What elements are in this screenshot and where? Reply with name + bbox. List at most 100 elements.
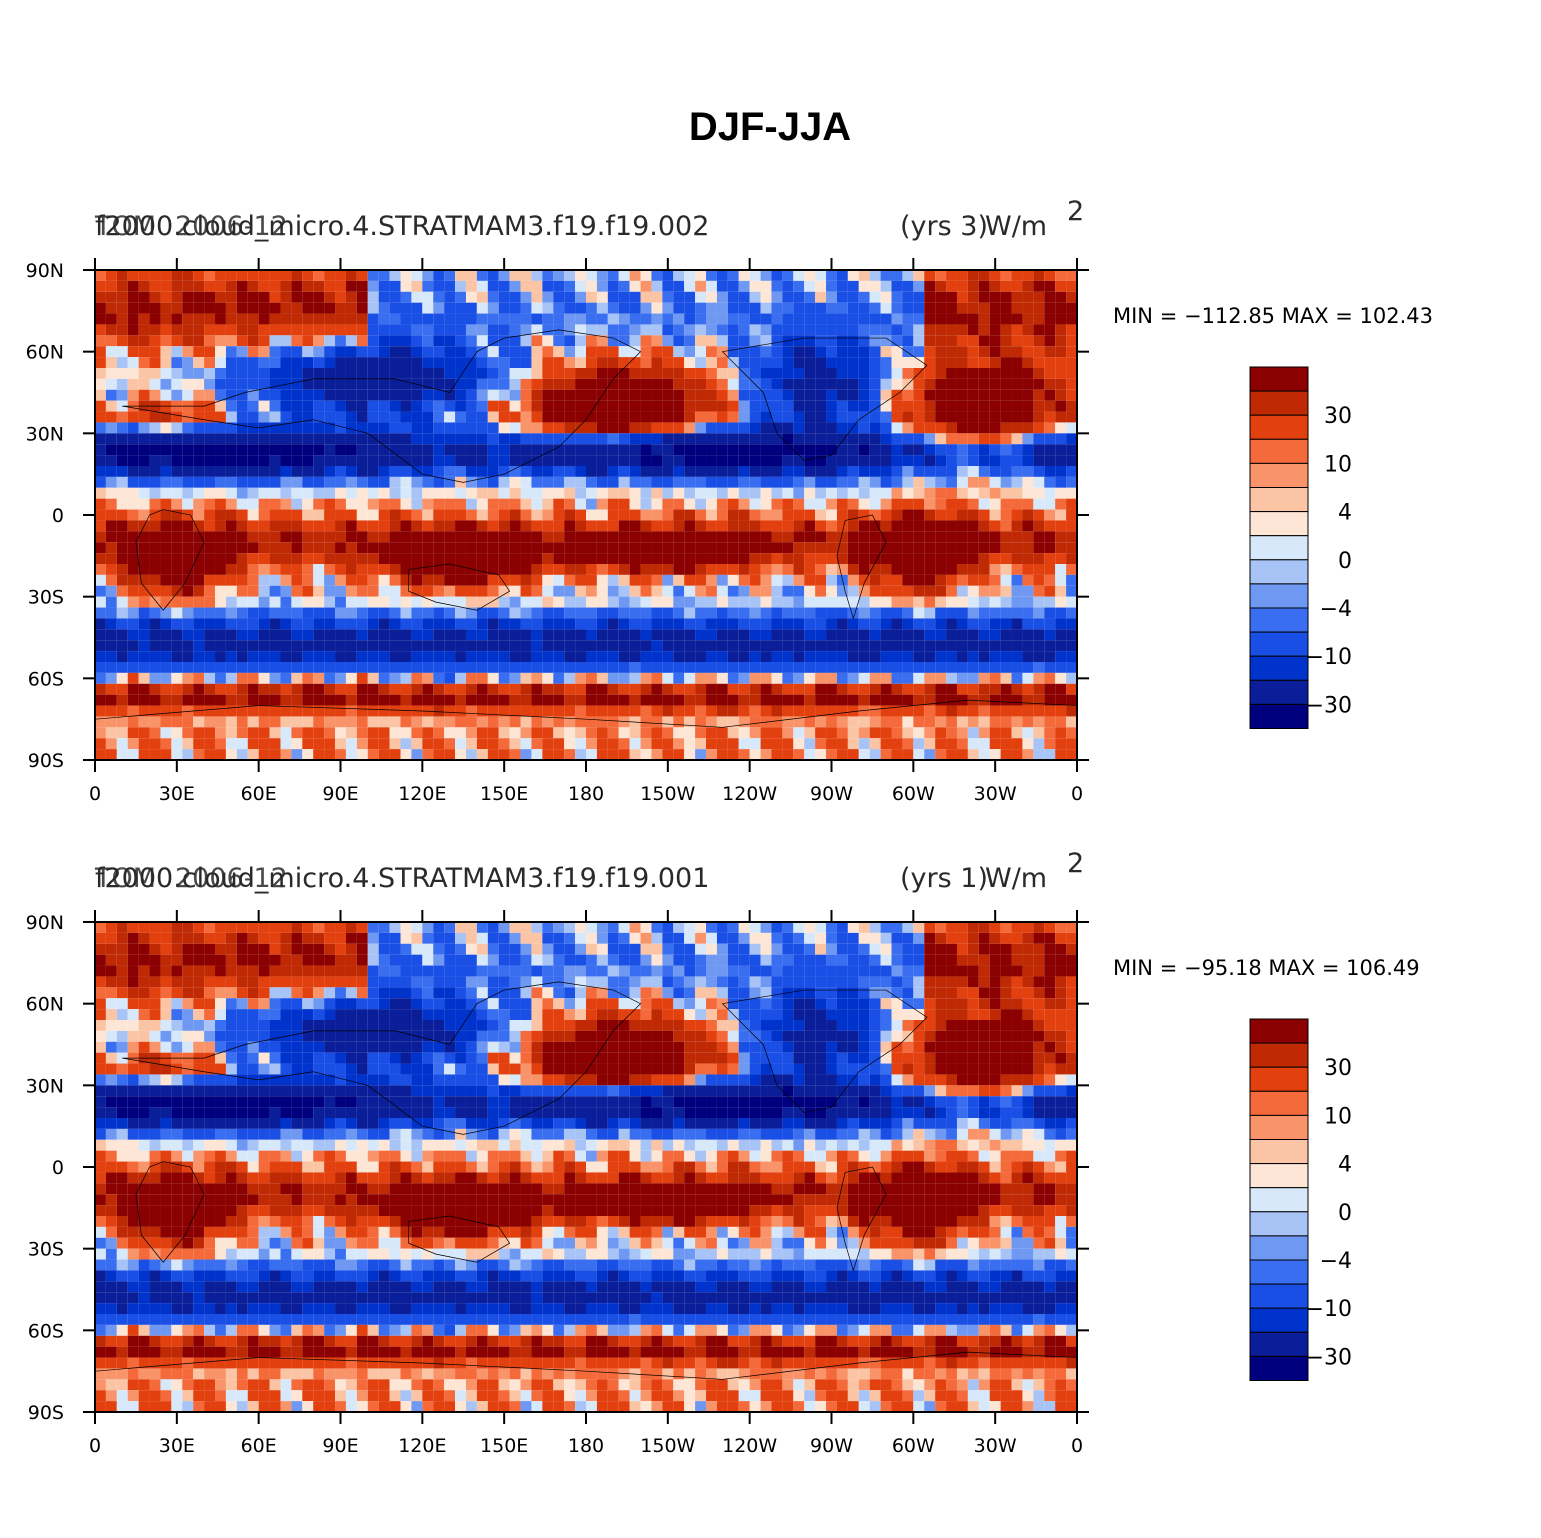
colorbar-label: −4 <box>1320 1249 1352 1274</box>
colorbar-swatch <box>1250 656 1308 680</box>
colorbar-swatch <box>1250 1260 1308 1284</box>
x-tick-label: 150W <box>640 1435 695 1457</box>
colorbar-label: 4 <box>1338 501 1352 526</box>
x-tick-label: 0 <box>1071 783 1083 805</box>
x-tick-label: 150E <box>480 783 528 805</box>
units-superscript: 2 <box>1067 196 1084 227</box>
y-tick-label: 30S <box>28 1239 64 1261</box>
units-label: W/m <box>985 211 1047 242</box>
colorbar-label: −4 <box>1320 597 1352 622</box>
y-tick-label: 60N <box>26 342 64 364</box>
x-tick-label: 180 <box>568 783 604 805</box>
colorbar-swatch <box>1250 1019 1308 1043</box>
y-tick-label: 90N <box>26 260 64 282</box>
colorbar-swatch <box>1250 1067 1308 1091</box>
colorbar-swatch <box>1250 1332 1308 1356</box>
colorbar-swatch <box>1250 608 1308 632</box>
colorbar-label: 10 <box>1324 452 1352 477</box>
y-tick-label: 90S <box>28 1402 64 1424</box>
colorbar-swatch <box>1250 1308 1308 1332</box>
y-tick-label: 30S <box>28 587 64 609</box>
x-tick-label: 60E <box>241 1435 277 1457</box>
date-label: 2006-12 <box>175 211 288 242</box>
x-tick-label: 120E <box>398 1435 446 1457</box>
units-superscript: 2 <box>1067 848 1084 879</box>
colorbar-swatch <box>1250 512 1308 536</box>
colorbar-swatch <box>1250 367 1308 391</box>
colorbar-swatch <box>1250 391 1308 415</box>
colorbar-swatch <box>1250 463 1308 487</box>
y-tick-label: 60S <box>28 668 64 690</box>
x-tick-label: 60W <box>892 1435 935 1457</box>
colorbar-swatch <box>1250 1188 1308 1212</box>
colorbar-label: 30 <box>1324 1056 1352 1081</box>
x-tick-label: 60W <box>892 783 935 805</box>
x-tick-label: 180 <box>568 1435 604 1457</box>
colorbar-swatch <box>1250 536 1308 560</box>
x-tick-label: 150W <box>640 783 695 805</box>
x-tick-label: 30W <box>974 1435 1017 1457</box>
x-tick-label: 0 <box>89 783 101 805</box>
x-tick-label: 0 <box>1071 1435 1083 1457</box>
x-tick-label: 120W <box>722 1435 777 1457</box>
colorbar-label: −30 <box>1306 1345 1352 1370</box>
colorbar-swatch <box>1250 1356 1308 1380</box>
variable-label: TOM <box>94 863 156 894</box>
years-label: (yrs 1) <box>900 863 988 894</box>
x-tick-label: 90E <box>322 1435 358 1457</box>
y-tick-label: 30N <box>26 1075 64 1097</box>
x-tick-label: 120W <box>722 783 777 805</box>
colorbar-swatch <box>1250 1115 1308 1139</box>
y-tick-label: 0 <box>52 505 64 527</box>
colorbar-label: 4 <box>1338 1153 1352 1178</box>
contour-map-top: f2000.cloud_micro.4.STRATMAM3.f19.f19.00… <box>26 196 1433 805</box>
date-label: 2006-12 <box>175 863 288 894</box>
colorbar-swatch <box>1250 584 1308 608</box>
colorbar-label: 0 <box>1338 1201 1352 1226</box>
contour-map-bottom: f2000.cloud_micro.4.STRATMAM3.f19.f19.00… <box>26 848 1420 1457</box>
colorbar-swatch <box>1250 1043 1308 1067</box>
colorbar-swatch <box>1250 1236 1308 1260</box>
colorbar-swatch <box>1250 632 1308 656</box>
y-tick-label: 60N <box>26 994 64 1016</box>
colorbar-swatch <box>1250 680 1308 704</box>
y-tick-label: 30N <box>26 423 64 445</box>
colorbar-label: −10 <box>1306 1297 1352 1322</box>
x-tick-label: 120E <box>398 783 446 805</box>
units-label: W/m <box>985 863 1047 894</box>
x-tick-label: 0 <box>89 1435 101 1457</box>
min-max-label: MIN = −95.18 MAX = 106.49 <box>1113 956 1420 980</box>
figure: DJF-JJA f2000.cloud_micro.4.STRATMAM3.f1… <box>0 0 1541 1538</box>
y-tick-label: 90S <box>28 750 64 772</box>
colorbar-swatch <box>1250 415 1308 439</box>
x-tick-label: 30E <box>159 783 195 805</box>
y-tick-label: 90N <box>26 912 64 934</box>
colorbar-swatch <box>1250 704 1308 728</box>
colorbar-label: −30 <box>1306 693 1352 718</box>
colorbar-swatch <box>1250 1140 1308 1164</box>
colorbar-swatch <box>1250 1091 1308 1115</box>
colorbar-swatch <box>1250 488 1308 512</box>
colorbar-swatch <box>1250 1164 1308 1188</box>
x-tick-label: 30E <box>159 1435 195 1457</box>
y-tick-label: 0 <box>52 1157 64 1179</box>
years-label: (yrs 3) <box>900 211 988 242</box>
colorbar-label: 0 <box>1338 549 1352 574</box>
colorbar-label: 30 <box>1324 404 1352 429</box>
colorbar-swatch <box>1250 1284 1308 1308</box>
colorbar-swatch <box>1250 1212 1308 1236</box>
x-tick-label: 90W <box>810 1435 853 1457</box>
x-tick-label: 90W <box>810 783 853 805</box>
colorbar-swatch <box>1250 439 1308 463</box>
y-tick-label: 60S <box>28 1320 64 1342</box>
x-tick-label: 90E <box>322 783 358 805</box>
colorbar-swatch <box>1250 560 1308 584</box>
colorbar-label: 10 <box>1324 1104 1352 1129</box>
x-tick-label: 150E <box>480 1435 528 1457</box>
x-tick-label: 60E <box>241 783 277 805</box>
min-max-label: MIN = −112.85 MAX = 102.43 <box>1113 304 1433 328</box>
contour-field <box>95 270 1077 760</box>
contour-field <box>95 922 1077 1412</box>
figure-title: DJF-JJA <box>689 105 851 149</box>
colorbar-label: −10 <box>1306 645 1352 670</box>
